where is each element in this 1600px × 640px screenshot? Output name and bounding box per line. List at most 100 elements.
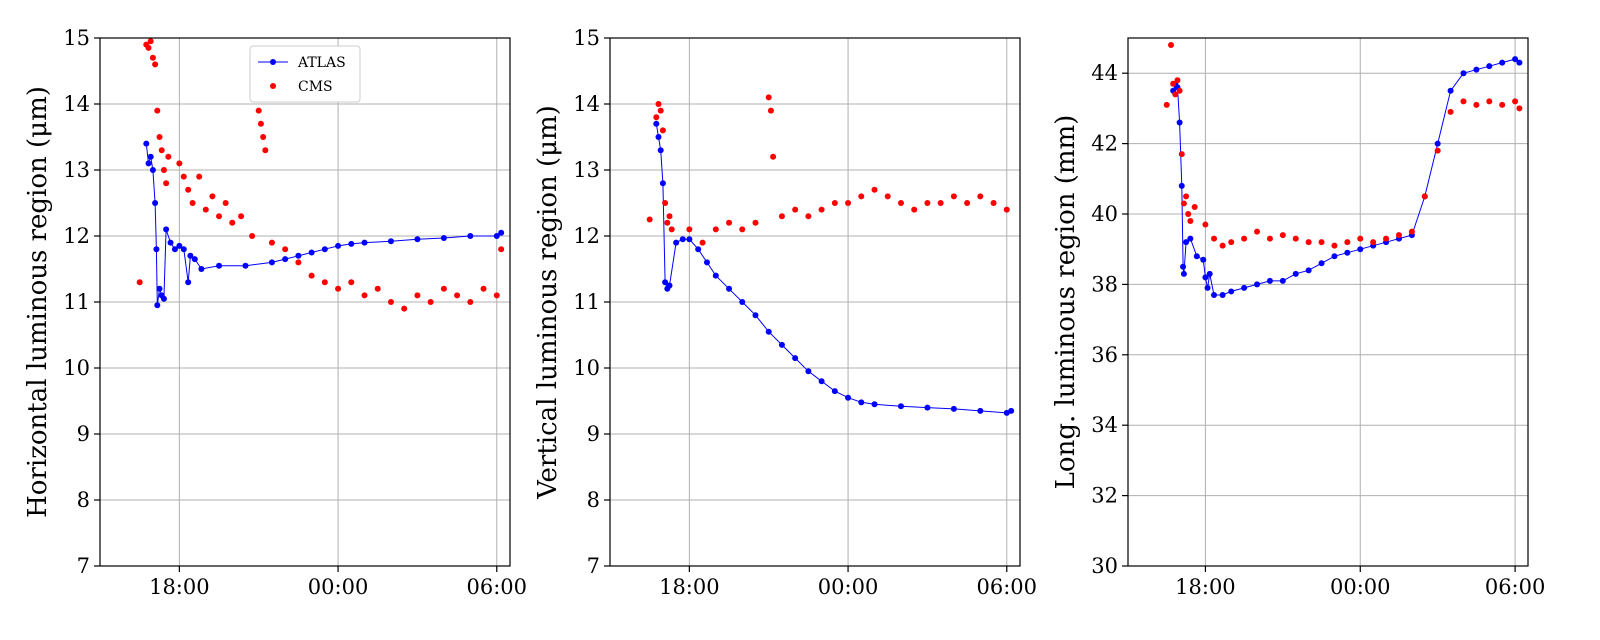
data-point-cms: [858, 193, 865, 200]
y-tick-label: 34: [1091, 413, 1118, 437]
data-point-atlas: [163, 226, 170, 233]
data-point-cms: [666, 213, 673, 220]
data-point-atlas: [1180, 263, 1187, 270]
data-point-cms: [282, 246, 289, 253]
data-point-atlas: [924, 404, 931, 411]
legend-box: [249, 45, 361, 103]
data-point-atlas: [282, 256, 289, 263]
data-point-cms: [1279, 232, 1286, 239]
x-tick-label: 00:00: [308, 575, 369, 599]
series-atlas: [143, 140, 505, 309]
data-point-atlas: [268, 259, 275, 266]
data-point-atlas: [171, 246, 178, 253]
data-point-cms: [924, 200, 931, 206]
data-point-cms: [657, 107, 664, 114]
data-point-cms: [321, 279, 328, 286]
data-point-cms: [440, 285, 447, 292]
data-point-atlas: [805, 368, 812, 375]
data-point-cms: [646, 216, 653, 223]
data-point-atlas: [387, 238, 394, 245]
y-tick-label: 9: [587, 422, 600, 446]
data-point-cms: [1512, 98, 1519, 105]
data-point-atlas: [1180, 270, 1187, 277]
data-point-atlas: [673, 239, 680, 246]
data-point-atlas: [185, 279, 192, 286]
data-point-cms: [1178, 151, 1185, 158]
data-point-cms: [950, 193, 957, 200]
data-point-atlas: [191, 256, 198, 263]
x-tick-label: 06:00: [467, 575, 528, 599]
y-tick-label: 12: [573, 224, 600, 248]
data-point-cms: [726, 219, 733, 226]
data-point-cms: [1163, 101, 1170, 108]
data-point-atlas: [467, 233, 474, 239]
data-point-cms: [180, 173, 187, 180]
data-point-cms: [1241, 235, 1248, 242]
data-point-atlas: [160, 295, 167, 302]
y-tick-label: 10: [63, 356, 90, 380]
data-point-atlas: [1305, 267, 1312, 274]
data-point-atlas: [897, 403, 904, 410]
data-point-atlas: [1211, 291, 1218, 298]
data-point-atlas: [498, 229, 505, 236]
data-point-cms: [1460, 98, 1467, 105]
data-point-cms: [662, 200, 669, 206]
legend-label-cms: CMS: [298, 79, 333, 95]
data-point-cms: [1331, 242, 1338, 249]
data-point-atlas: [659, 180, 666, 187]
data-point-atlas: [1254, 281, 1261, 288]
data-point-cms: [1395, 232, 1402, 239]
data-point-cms: [1434, 147, 1441, 154]
data-point-cms: [268, 239, 275, 246]
data-point-cms: [1174, 77, 1181, 84]
data-point-cms: [1499, 101, 1506, 108]
data-point-cms: [202, 206, 209, 213]
data-point-atlas: [977, 407, 984, 414]
data-point-cms: [1447, 108, 1454, 115]
data-point-cms: [653, 114, 660, 121]
data-point-cms: [1183, 193, 1190, 200]
data-point-cms: [659, 127, 666, 134]
data-point-atlas: [657, 147, 664, 154]
data-point-cms: [712, 226, 719, 233]
data-point-atlas: [180, 246, 187, 253]
data-point-atlas: [1434, 140, 1441, 147]
chart-panel-3: 30 32 34 36 38 40 42 44 18:00 00:00 06:00 Long. lum…: [1051, 37, 1545, 599]
data-point-cms: [158, 147, 165, 154]
data-point-atlas: [1202, 274, 1209, 281]
data-point-cms: [1176, 87, 1183, 94]
data-point-cms: [778, 213, 785, 220]
data-point-cms: [222, 200, 229, 206]
data-point-atlas: [765, 328, 772, 335]
data-point-cms: [818, 206, 825, 213]
data-point-cms: [335, 285, 342, 292]
data-point-atlas: [792, 355, 799, 362]
data-point-atlas: [1241, 284, 1248, 291]
data-point-cms: [145, 44, 152, 51]
data-point-cms: [216, 213, 223, 220]
data-point-cms: [1187, 218, 1194, 225]
data-point-cms: [767, 107, 774, 114]
data-point-cms: [361, 292, 368, 299]
data-point-cms: [1185, 211, 1192, 217]
data-point-cms: [1318, 239, 1325, 246]
data-point-atlas: [440, 234, 447, 241]
data-point-atlas: [831, 388, 838, 395]
data-point-atlas: [1516, 59, 1523, 66]
data-point-cms: [964, 200, 971, 206]
y-tick-label: 7: [77, 554, 90, 578]
data-point-cms: [699, 239, 706, 246]
data-point-cms: [1172, 91, 1179, 98]
data-point-atlas: [818, 378, 825, 385]
data-point-atlas: [858, 399, 865, 406]
y-axis-label: Long. luminous region (mm): [1051, 115, 1081, 490]
data-point-cms: [149, 54, 156, 61]
data-point-cms: [480, 285, 487, 292]
data-point-cms: [770, 153, 777, 160]
data-point-cms: [1228, 239, 1235, 246]
data-point-atlas: [1176, 119, 1183, 126]
data-point-atlas: [662, 279, 669, 286]
series-line-atlas: [1172, 58, 1520, 296]
chart-panel-1: 7 8 9 10 11 12 13 14 15 18:00 00:00 06:00 Horizontal…: [23, 26, 527, 599]
data-point-cms: [160, 167, 167, 173]
